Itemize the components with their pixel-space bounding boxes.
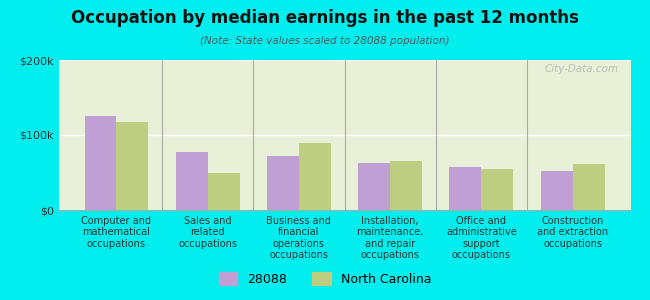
Text: Occupation by median earnings in the past 12 months: Occupation by median earnings in the pas… (71, 9, 579, 27)
Bar (573, 164, 604, 210)
Bar (390, 161, 422, 210)
Text: City-Data.com: City-Data.com (545, 64, 619, 74)
Bar (116, 122, 148, 210)
Text: (Note: State values scaled to 28088 population): (Note: State values scaled to 28088 popu… (200, 36, 450, 46)
Bar (358, 163, 390, 210)
Bar (267, 156, 299, 210)
Bar (176, 152, 207, 210)
Legend: 28088, North Carolina: 28088, North Carolina (214, 267, 436, 291)
Bar (299, 142, 331, 210)
Bar (482, 169, 514, 210)
Bar (84, 116, 116, 210)
Bar (541, 171, 573, 210)
Bar (207, 172, 240, 210)
Bar (449, 167, 482, 210)
